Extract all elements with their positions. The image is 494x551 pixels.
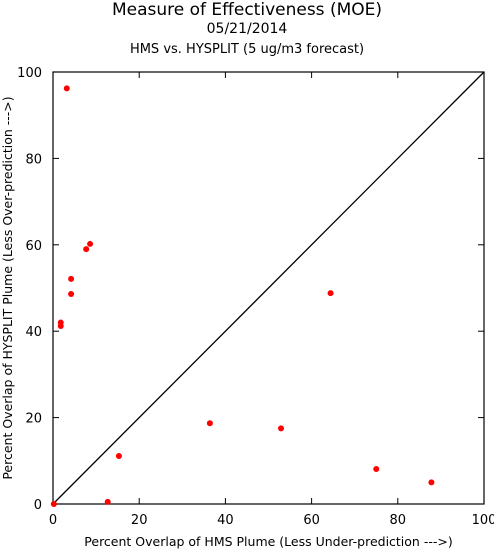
data-point [63, 85, 70, 92]
chart-subtitle: HMS vs. HYSPLIT (5 ug/m3 forecast) [129, 42, 365, 57]
x-tick-label: 60 [303, 513, 320, 528]
data-point [68, 291, 75, 298]
x-tick-label: 40 [217, 513, 234, 528]
data-point [373, 466, 380, 473]
data-point [57, 323, 64, 330]
chart-date: 05/21/2014 [206, 21, 288, 37]
y-axis-label: Percent Overlap of HYSPLIT Plume (Less O… [0, 96, 15, 479]
y-tick-label: 100 [17, 66, 42, 81]
y-tick-label: 40 [25, 325, 42, 340]
data-point [327, 290, 334, 297]
y-tick-label: 0 [34, 498, 42, 513]
data-point [428, 479, 435, 486]
y-tick-label: 80 [25, 152, 42, 167]
plot-area-frame [52, 71, 485, 505]
data-point [115, 453, 122, 460]
data-point [87, 240, 94, 247]
data-points [50, 85, 435, 507]
x-tick-label: 20 [131, 513, 148, 528]
data-point [104, 498, 111, 505]
chart-title: Measure of Effectiveness (MOE) [111, 0, 383, 20]
data-point [206, 420, 213, 427]
y-tick-label: 20 [25, 412, 42, 427]
y-tick-label: 60 [25, 239, 42, 254]
data-point [83, 246, 90, 253]
x-axis-label: Percent Overlap of HMS Plume (Less Under… [84, 534, 452, 549]
data-point [68, 275, 75, 282]
data-point [277, 425, 284, 432]
axis-ticks: 0 20 40 60 80 100 0 20 40 60 80 100 [17, 66, 494, 528]
x-tick-label: 100 [472, 513, 494, 528]
x-tick-label: 80 [390, 513, 407, 528]
reference-diagonal-line [52, 71, 485, 505]
data-point [50, 501, 57, 507]
x-tick-label: 0 [49, 513, 57, 528]
